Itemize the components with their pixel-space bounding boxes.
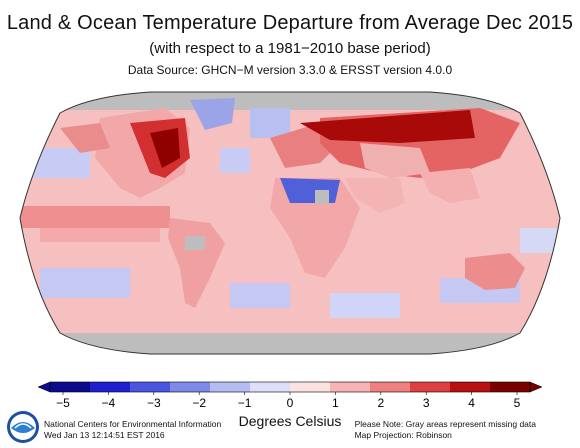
south-pacific-cool <box>40 268 130 298</box>
australia-land <box>465 253 525 290</box>
south-atlantic-cool <box>230 283 290 308</box>
colorbar-segment <box>370 382 411 392</box>
credit-right: Please Note: Gray areas represent missin… <box>355 419 536 441</box>
colorbar-tick-label: −1 <box>238 396 252 410</box>
antarctic-missing-region <box>20 333 560 354</box>
colorbar-label: Degrees Celsius <box>238 413 342 429</box>
southeast-asia-land <box>420 168 480 203</box>
colorbar-segment <box>170 382 211 392</box>
colorbar-arrow-left <box>37 381 51 393</box>
middle-east-land <box>345 178 405 213</box>
colorbar: −5 −4 −3 −2 −1 0 1 2 3 4 5 <box>37 381 543 410</box>
greenland-cool <box>190 98 235 130</box>
alaska-warm <box>60 123 110 153</box>
colorbar-segments <box>37 381 543 393</box>
colorbar-segment <box>210 382 251 392</box>
colorbar-segment <box>50 382 91 392</box>
map-subtitle: (with respect to a 1981−2010 base period… <box>149 40 431 57</box>
colorbar-tick-label: 2 <box>377 396 384 410</box>
map-title: Land & Ocean Temperature Departure from … <box>6 12 574 34</box>
colorbar-segment <box>410 382 451 392</box>
colorbar-segment <box>490 382 531 392</box>
colorbar-tick-label: −2 <box>192 396 206 410</box>
colorbar-segment <box>130 382 171 392</box>
colorbar-tick-label: −5 <box>56 396 70 410</box>
credit-left: National Centers for Environmental Infor… <box>44 419 221 441</box>
colorbar-segment <box>90 382 131 392</box>
amazon-missing <box>185 236 205 250</box>
colorbar-tick-label: 3 <box>423 396 430 410</box>
org-name: National Centers for Environmental Infor… <box>44 419 222 429</box>
arctic-missing-region <box>20 92 560 110</box>
south-america-land <box>168 218 225 308</box>
noaa-logo-icon <box>7 411 39 443</box>
siberia-hot-spot <box>300 110 475 143</box>
central-asia-warm <box>360 143 430 178</box>
pacific-warm-band-2 <box>40 228 160 242</box>
colorbar-segment <box>290 382 331 392</box>
colorbar-tick-label: 5 <box>514 396 521 410</box>
colorbar-tick-label: 4 <box>468 396 475 410</box>
temperature-anomaly-map <box>19 91 561 355</box>
map-outline <box>19 91 561 355</box>
missing-data-note: Please Note: Gray areas represent missin… <box>354 419 536 429</box>
colorbar-tick-label: 1 <box>332 396 339 410</box>
north-america-hottest <box>150 128 180 168</box>
colorbar-tick-label: 0 <box>287 396 294 410</box>
sahara-cool <box>280 178 340 203</box>
indian-ocean-cool <box>330 293 400 318</box>
generated-timestamp: Wed Jan 13 12:14:51 EST 2016 <box>44 430 165 440</box>
atlantic-cool-patch <box>220 148 250 173</box>
colorbar-tick-label: −3 <box>147 396 161 410</box>
data-source-line: Data Source: GHCN−M version 3.3.0 & ERSS… <box>127 63 453 77</box>
colorbar-ticks: −5 −4 −3 −2 −1 0 1 2 3 4 5 <box>56 392 521 410</box>
colorbar-arrow-right <box>529 381 543 393</box>
colorbar-tick-label: −4 <box>102 396 116 410</box>
map-fill-layer <box>20 92 560 354</box>
colorbar-segment <box>330 382 371 392</box>
projection-note: Map Projection: Robinson <box>354 430 452 440</box>
colorbar-segment <box>250 382 291 392</box>
colorbar-segment <box>450 382 491 392</box>
pacific-warm-band <box>20 206 170 228</box>
africa-missing <box>315 190 329 204</box>
north-atlantic-cool <box>250 108 290 138</box>
